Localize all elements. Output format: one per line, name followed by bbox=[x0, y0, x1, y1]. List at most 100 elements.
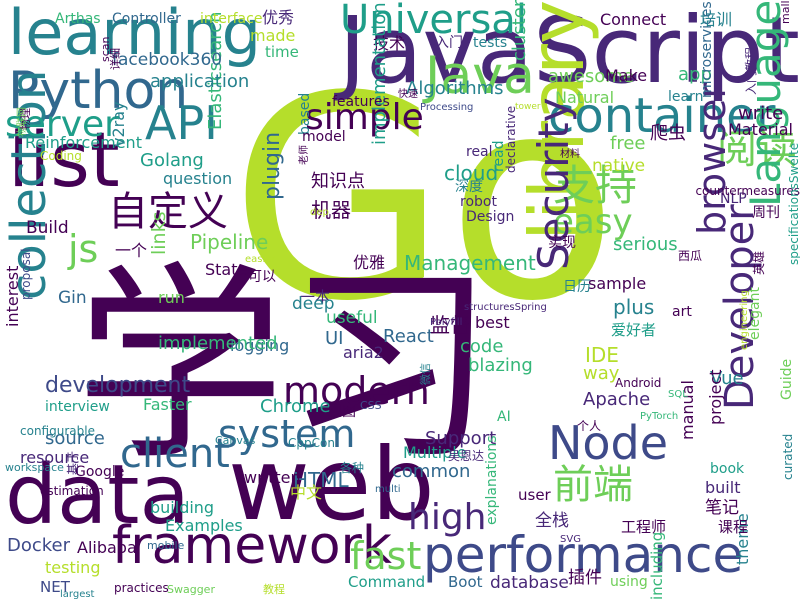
word-103: code bbox=[460, 336, 504, 357]
word-104: blazing bbox=[468, 355, 533, 376]
word-180: 详细 bbox=[109, 48, 122, 70]
word-92: 监督 bbox=[430, 313, 470, 337]
word-18: 前端 bbox=[553, 462, 633, 508]
word-44: Management bbox=[404, 251, 536, 275]
word-21: API bbox=[145, 96, 218, 150]
word-79: features bbox=[332, 94, 390, 110]
word-66: Reinforcement bbox=[25, 133, 142, 152]
word-197: 物联网 bbox=[17, 107, 28, 137]
word-71: 深度 bbox=[455, 179, 483, 195]
word-41: cloud bbox=[444, 161, 499, 185]
word-137: Alibaba bbox=[77, 538, 137, 557]
word-95: IDE bbox=[585, 343, 619, 367]
word-39: Golang bbox=[140, 150, 204, 171]
word-116: AI bbox=[497, 409, 511, 425]
word-196: 入门教程 bbox=[744, 46, 758, 95]
word-56: learn bbox=[668, 89, 704, 105]
word-89: 一本 bbox=[300, 288, 331, 306]
word-68: v2ray bbox=[109, 101, 128, 148]
word-23: client bbox=[120, 431, 230, 477]
word-60: free bbox=[610, 133, 646, 154]
word-55: app bbox=[678, 64, 712, 85]
word-97: art bbox=[672, 304, 692, 320]
word-1: 学习 bbox=[75, 244, 496, 489]
word-163: Polyfill bbox=[430, 317, 463, 328]
word-90: deep bbox=[292, 294, 335, 314]
word-70: 机器 bbox=[311, 198, 351, 222]
word-17: 自定义 bbox=[108, 189, 228, 235]
word-91: useful bbox=[326, 308, 378, 328]
word-151: 基于 bbox=[66, 450, 80, 475]
word-144: common bbox=[392, 461, 471, 482]
word-194: 老师 bbox=[299, 145, 310, 165]
word-34: development bbox=[45, 373, 191, 398]
word-36: Vue bbox=[710, 368, 744, 389]
word-153: configurable bbox=[20, 424, 95, 438]
word-132: Command bbox=[348, 573, 426, 591]
word-94: 爱好者 bbox=[611, 321, 657, 339]
word-126: 工程师 bbox=[621, 518, 667, 536]
word-67: question bbox=[163, 169, 233, 188]
word-3: JavaScript bbox=[338, 0, 800, 104]
word-24: system bbox=[218, 412, 356, 456]
word-130: Boot bbox=[448, 573, 483, 591]
word-54: Make bbox=[605, 66, 648, 85]
word-169: Android bbox=[615, 376, 662, 390]
word-188: proposal bbox=[19, 248, 33, 300]
word-38: React bbox=[383, 326, 434, 347]
word-170: Arthas bbox=[55, 11, 101, 27]
word-22: modern bbox=[283, 369, 430, 413]
word-124: 笔记 bbox=[705, 498, 739, 518]
word-101: implemented bbox=[158, 333, 278, 354]
word-86: State bbox=[205, 260, 248, 279]
word-47: awesome bbox=[548, 66, 634, 87]
word-102: aria2 bbox=[343, 343, 384, 362]
word-182: 西瓜 bbox=[678, 249, 703, 263]
word-136: 教程 bbox=[263, 583, 285, 596]
word-149: 优雅 bbox=[353, 253, 386, 272]
word-50: 技术 bbox=[373, 34, 406, 53]
word-135: Swagger bbox=[167, 583, 215, 596]
word-157: 各种 bbox=[340, 461, 365, 475]
word-173: Connect bbox=[600, 10, 667, 29]
word-51: 入门 bbox=[435, 35, 463, 51]
word-115: 个人 bbox=[577, 419, 602, 433]
word-100: logging bbox=[230, 336, 290, 355]
word-165: Processing bbox=[420, 102, 474, 113]
word-99: UI bbox=[325, 328, 344, 349]
word-82: 一个 bbox=[115, 241, 148, 260]
word-53: cluster bbox=[509, 0, 530, 62]
word-46: Algorithms bbox=[406, 78, 504, 99]
word-160: SVG bbox=[560, 534, 581, 545]
word-64: 周刊 bbox=[752, 205, 780, 221]
word-87: run bbox=[158, 288, 185, 307]
word-131: database bbox=[490, 573, 569, 593]
word-2: web bbox=[228, 426, 435, 543]
word-61: 爬虫 bbox=[650, 123, 686, 144]
word-78: model bbox=[302, 129, 346, 145]
word-74: Design bbox=[466, 209, 515, 225]
word-113: 视图 bbox=[328, 404, 356, 420]
word-142: 全栈 bbox=[535, 511, 569, 531]
word-111: interview bbox=[45, 399, 110, 415]
word-19: easy bbox=[553, 202, 633, 242]
word-146: 吴恩达 bbox=[448, 449, 485, 463]
word-96: plus bbox=[613, 295, 655, 319]
word-109: resource bbox=[20, 448, 90, 467]
word-110: Google bbox=[75, 464, 125, 480]
word-7: list bbox=[8, 115, 120, 204]
word-167: PyTorch bbox=[640, 411, 679, 422]
word-118: project bbox=[706, 369, 725, 425]
word-10: Java bbox=[425, 46, 535, 106]
word-127: 插件 bbox=[568, 568, 602, 588]
word-187: elegant bbox=[747, 287, 763, 340]
word-73: robot bbox=[460, 194, 497, 210]
word-98: sample bbox=[588, 274, 647, 293]
word-20: simple bbox=[305, 97, 424, 138]
word-80: real bbox=[466, 144, 493, 160]
word-158: multi bbox=[375, 484, 401, 495]
word-154: workspace bbox=[5, 461, 64, 474]
word-58: Material bbox=[728, 120, 793, 139]
word-147: written bbox=[244, 468, 301, 487]
